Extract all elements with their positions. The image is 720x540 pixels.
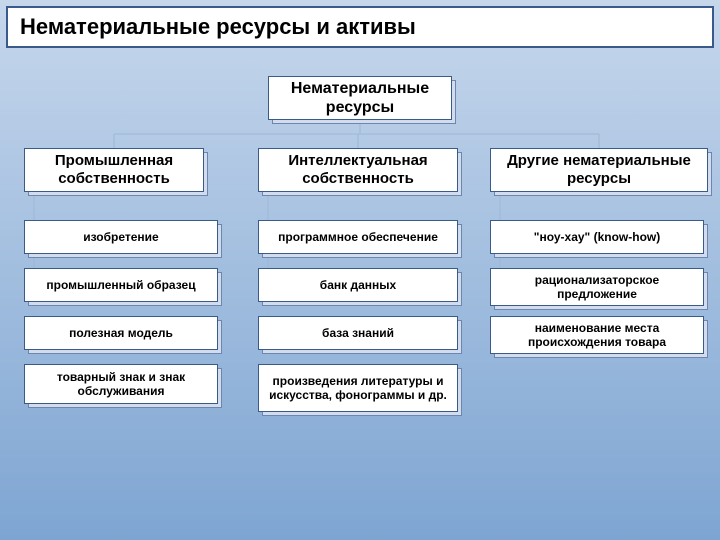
item-node-label: произведения литературы и искусства, фон…: [265, 374, 451, 403]
item-node-2: полезная модель: [24, 316, 218, 350]
item-node-10: наименование места происхождения товара: [490, 316, 704, 354]
item-node-9: рационализаторское предложение: [490, 268, 704, 306]
category-node-1: Интеллектуальная собственность: [258, 148, 458, 192]
item-node-0: изобретение: [24, 220, 218, 254]
item-node-label: товарный знак и знак обслуживания: [31, 370, 211, 399]
item-node-3: товарный знак и знак обслуживания: [24, 364, 218, 404]
category-node-label: Промышленная собственность: [31, 152, 197, 188]
page-title-text: Нематериальные ресурсы и активы: [20, 14, 416, 40]
category-node-label: Интеллектуальная собственность: [265, 152, 451, 188]
item-node-label: рационализаторское предложение: [497, 273, 697, 302]
item-node-label: программное обеспечение: [278, 230, 438, 244]
item-node-label: банк данных: [320, 278, 396, 292]
item-node-4: программное обеспечение: [258, 220, 458, 254]
item-node-7: произведения литературы и искусства, фон…: [258, 364, 458, 412]
category-node-0: Промышленная собственность: [24, 148, 204, 192]
category-node-label: Другие нематериальные ресурсы: [497, 152, 701, 188]
item-node-6: база знаний: [258, 316, 458, 350]
item-node-label: изобретение: [83, 230, 158, 244]
item-node-label: база знаний: [322, 326, 394, 340]
item-node-label: "ноу-хау" (know-how): [534, 230, 660, 244]
root-node-label: Нематериальные ресурсы: [275, 79, 445, 117]
item-node-label: полезная модель: [69, 326, 173, 340]
category-node-2: Другие нематериальные ресурсы: [490, 148, 708, 192]
item-node-8: "ноу-хау" (know-how): [490, 220, 704, 254]
item-node-label: наименование места происхождения товара: [497, 321, 697, 350]
root-node: Нематериальные ресурсы: [268, 76, 452, 120]
item-node-label: промышленный образец: [46, 278, 195, 292]
item-node-1: промышленный образец: [24, 268, 218, 302]
page-title: Нематериальные ресурсы и активы: [6, 6, 714, 48]
item-node-5: банк данных: [258, 268, 458, 302]
diagram-content: Нематериальные ресурсы и активы Нематери…: [0, 0, 720, 540]
